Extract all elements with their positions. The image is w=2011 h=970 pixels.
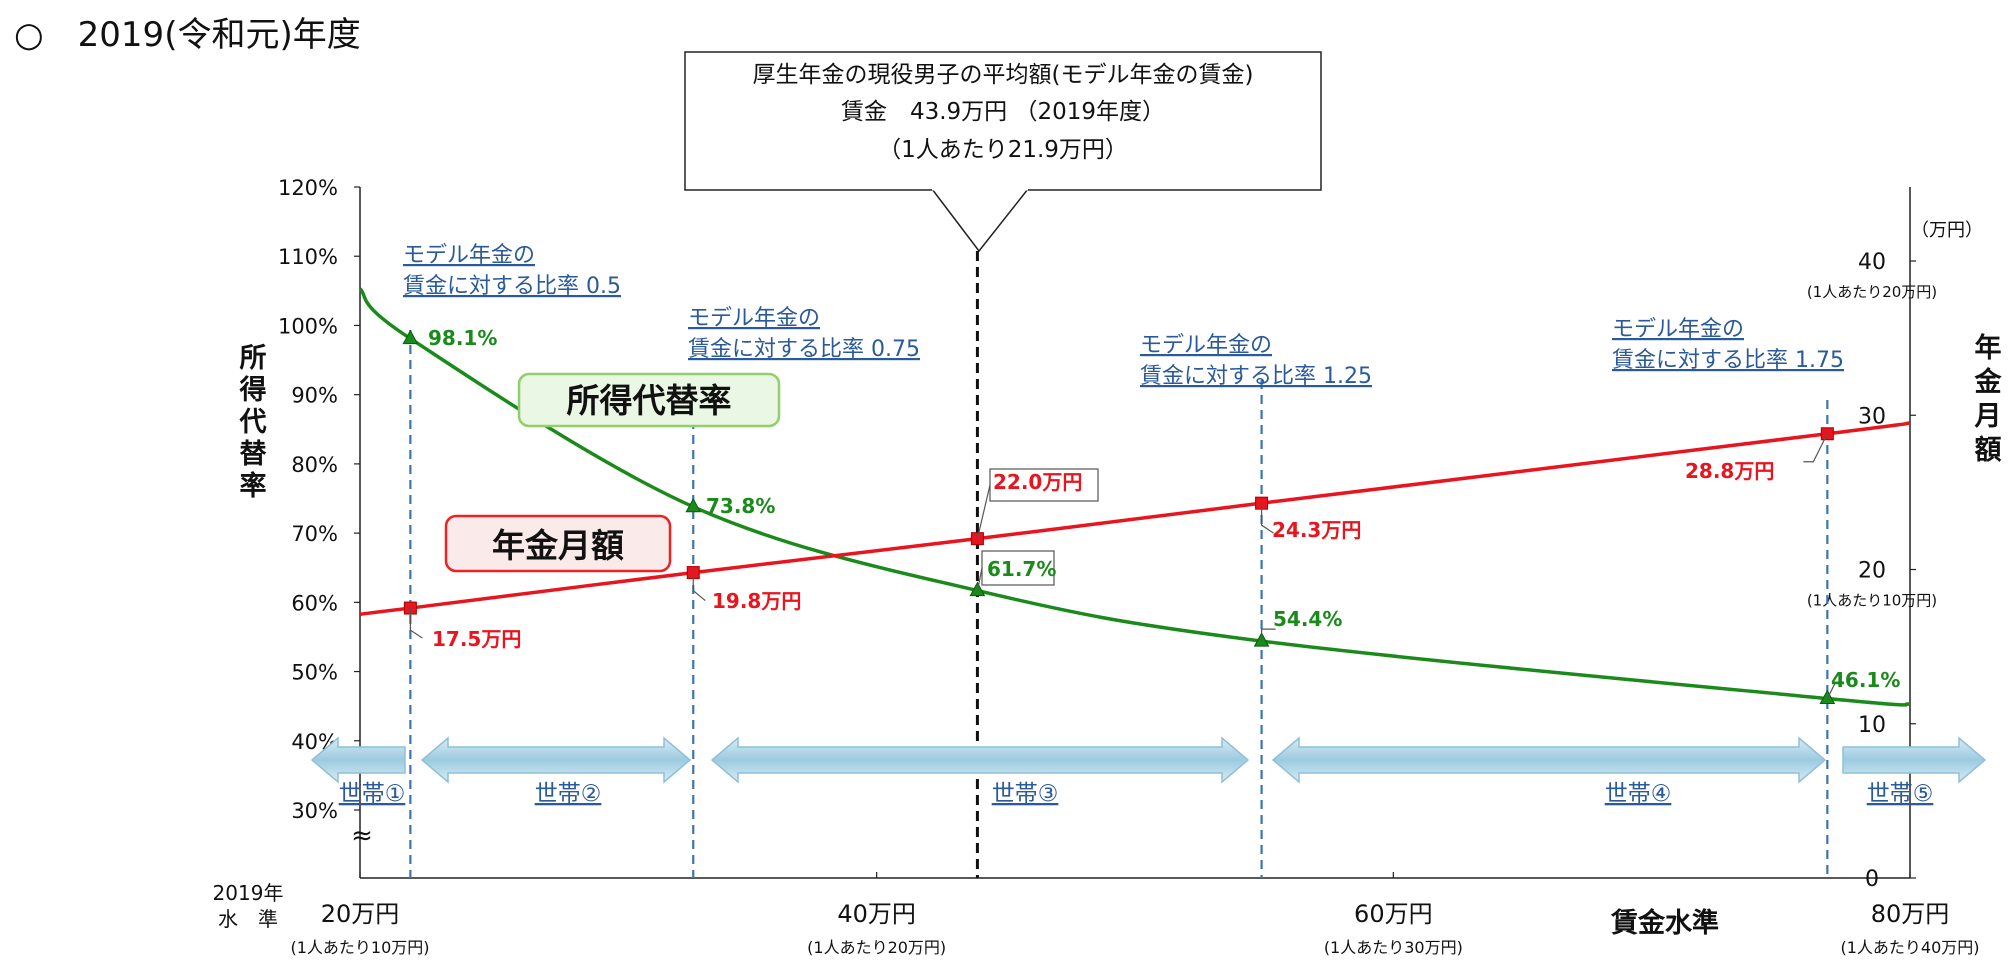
y-right-unit: （万円） [1911,220,1983,241]
ratio-marker-label-line2: 賃金に対する比率 1.25 [1140,364,1372,389]
x-tick-label: 80万円 [1871,900,1950,928]
pension-amount-leader [1803,433,1828,463]
x-tick-sublabel: (1人あたり20万円) [807,938,946,957]
y-left-tick-label: 100% [278,314,338,338]
y-left-tick-label: 110% [278,245,338,269]
replacement-rate-name-box [517,372,781,428]
household-label: 世帯④ [1605,781,1672,807]
ratio-marker-label-line2: 賃金に対する比率 0.75 [688,337,920,362]
ratio-marker-label-line2: 賃金に対する比率 0.5 [403,274,621,299]
callout-pointer [931,188,1029,253]
x-tick-sublabel: (1人あたり40万円) [1840,938,1979,957]
callout-line-2: 賃金 43.9万円 （2019年度） [841,99,1165,125]
y-left-title-char: 替 [240,439,268,470]
x-tick-sublabel: (1人あたり30万円) [1324,938,1463,957]
household-arrow [1842,736,1987,784]
household-label: 世帯⑤ [1867,781,1934,807]
replacement-rate-data-label: 73.8% [706,494,775,518]
household-label: 世帯② [535,781,602,807]
y-right-title-char: 年 [1975,332,2002,364]
pension-amount-data-label: 28.8万円 [1685,459,1774,483]
pension-amount-data-label: 19.8万円 [712,589,801,613]
y-right-tick-label: 10 [1858,713,1886,738]
x-tick-sublabel: (1人あたり10万円) [290,938,429,957]
x-tick-label: 40万円 [837,900,916,928]
y-right-tick-label: 20 [1858,559,1886,584]
y-left-tick-label: 30% [291,799,338,823]
replacement-rate-data-label: 54.4% [1273,607,1342,631]
y-left-tick-label: 50% [291,661,338,685]
ratio-marker-label-line1: モデル年金の [688,306,820,331]
y-right-tick-label: 40 [1858,250,1886,275]
replacement-rate-point [402,329,419,345]
replacement-rate-data-label: 61.7% [987,557,1056,581]
y-right-tick-label: 0 [1865,867,1879,892]
y-right-tick-label: 30 [1858,404,1886,429]
y-left-title-char: 得 [239,375,267,406]
pension-amount-data-label: 22.0万円 [993,470,1082,494]
pension-amount-name-box [444,514,672,573]
pension-amount-data-label: 17.5万円 [432,627,521,651]
plot-area: 30%40%50%60%70%80%90%100%110%120%所得代替率01… [213,176,2003,957]
replacement-rate-leader [1826,681,1842,699]
axis-break-symbol: ≈ [351,821,373,851]
y-left-title-char: 所 [240,343,267,374]
household-arrow [420,736,692,784]
ratio-marker-label-line1: モデル年金の [1140,333,1272,358]
x-axis-title: 賃金水準 [1610,907,1719,939]
replacement-rate-line [358,287,1911,707]
pension-amount-data-label: 24.3万円 [1272,518,1361,542]
household-arrow [1271,736,1827,784]
replacement-rate-data-label: 98.1% [428,326,497,350]
y-left-tick-label: 60% [291,591,338,615]
y-left-tick-label: 70% [291,522,338,546]
replacement-rate-name: 所得代替率 [567,381,732,420]
household-arrow [310,736,406,784]
average-wage-callout: 厚生年金の現役男子の平均額(モデル年金の賃金) 賃金 43.9万円 （2019年… [684,51,1322,253]
pension-amount-callout-box [989,468,1099,502]
y-left-tick-label: 80% [291,453,338,477]
y-right-title-char: 額 [1975,435,2002,466]
pension-amount-line [359,421,1911,616]
y-left-title-char: 代 [239,407,267,438]
x-tick-label: 60万円 [1354,900,1433,928]
y-right-tick-sublabel: (1人あたり10万円) [1807,592,1937,610]
replacement-rate-callout-box [981,550,1055,586]
replacement-rate-callout-leader [976,567,983,591]
ratio-marker-label-line1: モデル年金の [1612,317,1744,342]
x-year-label: 2019年 [213,881,284,905]
page-title: ○ 2019(令和元)年度 [14,15,361,55]
pension-amount-leader [1260,503,1274,534]
y-left-tick-label: 120% [278,176,338,200]
callout-line-1: 厚生年金の現役男子の平均額(モデル年金の賃金) [753,62,1254,88]
household-label: 世帯③ [992,781,1059,807]
y-right-tick-sublabel: (1人あたり20万円) [1807,283,1937,301]
y-left-title-char: 率 [240,470,267,502]
household-arrow [710,736,1250,784]
ratio-marker-label-line1: モデル年金の [403,243,535,268]
pension-amount-leader [692,572,706,602]
y-right-title-char: 月 [1974,401,2002,432]
household-label: 世帯① [339,781,406,807]
y-left-tick-label: 90% [291,384,338,408]
pension-amount-callout-leader [976,484,991,539]
x-tick-label: 20万円 [321,900,400,928]
replacement-rate-point [685,497,702,513]
y-right-title-char: 金 [1974,366,2003,398]
ratio-marker-label-line2: 賃金に対する比率 1.75 [1612,348,1844,373]
replacement-rate-leader [1260,628,1276,642]
x-year-sublabel: 水 準 [218,907,278,931]
pension-amount-leader [409,608,423,639]
replacement-rate-data-label: 46.1% [1831,668,1900,692]
replacement-rate-point [1819,689,1836,705]
callout-box [684,51,1322,191]
callout-line-3: （1人あたり21.9万円） [878,137,1128,163]
pension-amount-name: 年金月額 [492,526,624,565]
